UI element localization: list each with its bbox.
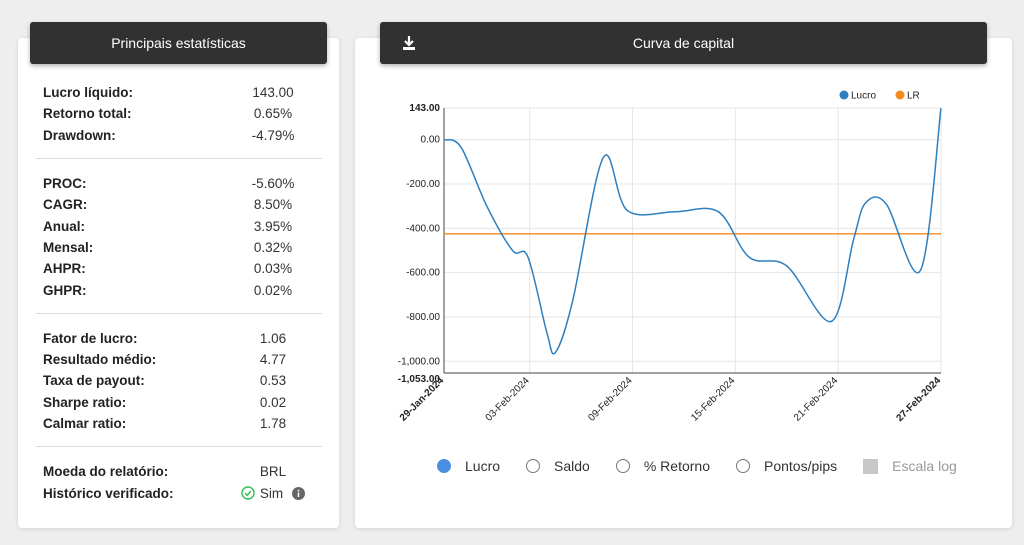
stat-value: 3.95%: [253, 218, 293, 234]
stat-row: Retorno total: 0.65%: [36, 103, 322, 124]
verified-text: Sim: [259, 485, 284, 501]
stat-value: 4.77: [259, 352, 287, 368]
stat-label: Moeda do relatório:: [43, 464, 169, 480]
radio-lucro[interactable]: Lucro: [437, 458, 500, 474]
y-tick-label: 143.00: [409, 103, 440, 114]
stat-value: 8.50%: [253, 197, 293, 213]
radio-button[interactable]: [615, 459, 630, 473]
stat-label: Fator de lucro:: [43, 330, 138, 346]
stat-label: Calmar ratio:: [43, 416, 127, 431]
download-icon[interactable]: [402, 35, 416, 51]
radio-label: Pontos/pips: [764, 458, 838, 474]
stat-label: Retorno total:: [43, 106, 132, 122]
stat-row: Drawdown: -4.79%: [36, 125, 322, 146]
y-tick-label: -1,000.00: [398, 356, 441, 367]
legend-lr-label: LR: [907, 91, 920, 102]
chart-header: Curva de capital: [380, 22, 987, 64]
chart-title: Curva de capital: [632, 35, 735, 51]
x-tick-label: 21-Feb-2024: [792, 375, 841, 424]
stats-group-ratios: Fator de lucro: 1.06 Resultado médio: 4.77…: [36, 328, 322, 448]
stat-label: CAGR:: [43, 197, 88, 213]
stat-label: Histórico verificado:: [43, 485, 174, 501]
stat-label: Mensal:: [43, 239, 94, 255]
stat-label: Taxa de payout:: [43, 373, 145, 389]
radio-label: % Retorno: [643, 458, 710, 474]
y-tick-label: -600.00: [406, 268, 440, 279]
stat-row: Taxa de payout: 0.53: [36, 370, 322, 391]
radio-retorno[interactable]: % Retorno: [615, 458, 710, 474]
radio-pontos[interactable]: Pontos/pips: [736, 458, 837, 474]
stat-label: Anual:: [43, 218, 85, 234]
log-scale-toggle[interactable]: Escala log: [863, 458, 957, 474]
stat-row: Anual: 3.95%: [36, 215, 322, 236]
stat-row: Mensal: 0.32%: [36, 237, 322, 258]
checkbox-label: Escala log: [892, 458, 957, 474]
currency-value: BRL: [259, 464, 287, 480]
y-tick-label: -200.00: [406, 179, 440, 190]
series-selectors: Lucro Saldo % Retorno Pontos/pips Escala…: [437, 458, 983, 474]
stats-group-growth: PROC: -5.60% CAGR: 8.50% Anual: 3.95% Mensa…: [36, 173, 322, 314]
radio-button[interactable]: [526, 459, 541, 473]
legend-lr-marker: [895, 90, 905, 100]
stat-value: 0.02: [259, 394, 287, 410]
stats-group-account: Moeda do relatório: BRL Histórico verific…: [36, 461, 322, 516]
stat-value: 143.00: [252, 85, 294, 101]
stat-value: -5.60%: [251, 176, 295, 192]
x-tick-label: 27-Feb-2024: [894, 375, 943, 424]
stat-label: GHPR:: [43, 282, 87, 298]
stat-label: PROC:: [43, 176, 87, 192]
y-tick-label: -1,053.00: [398, 374, 441, 385]
stat-row: Lucro líquido: 143.00: [36, 82, 322, 103]
stat-row: Histórico verificado: Sim: [36, 482, 322, 503]
equity-curve-chart: 143.00 0.00 -200.00 -400.00 -600.00 -800.00 -1…: [398, 90, 943, 424]
y-tick-label: -800.00: [406, 312, 440, 323]
stat-row: Moeda do relatório: BRL: [36, 461, 322, 482]
stat-row: GHPR: 0.02%: [36, 279, 322, 300]
chart-card: [355, 38, 1012, 528]
stats-list: Lucro líquido: 143.00 Retorno total: 0.65%…: [36, 82, 322, 530]
radio-label: Saldo: [554, 458, 590, 474]
x-tick-label: 15-Feb-2024: [689, 375, 738, 424]
stat-value: 1.78: [259, 416, 287, 431]
stat-value: 0.53: [259, 373, 287, 389]
info-icon[interactable]: [292, 486, 306, 500]
stat-label: Lucro líquido:: [43, 85, 133, 101]
radio-label: Lucro: [465, 458, 501, 474]
stat-row: PROC: -5.60%: [36, 173, 322, 194]
stat-row: Resultado médio: 4.77: [36, 349, 322, 370]
stat-value: -4.79%: [251, 127, 295, 143]
stat-label: Sharpe ratio:: [43, 394, 127, 410]
y-tick-label: -400.00: [406, 223, 440, 234]
stat-row: AHPR: 0.03%: [36, 258, 322, 279]
lucro-series-line: [443, 107, 942, 355]
stat-value: 1.06: [259, 330, 287, 346]
x-tick-label: 03-Feb-2024: [484, 375, 533, 424]
x-tick-label: 09-Feb-2024: [586, 375, 635, 424]
y-tick-label: 0.00: [421, 135, 441, 146]
stats-group-returns: Lucro líquido: 143.00 Retorno total: 0.65%…: [36, 82, 322, 159]
verified-value: Sim: [206, 486, 322, 501]
checkbox[interactable]: [863, 458, 879, 474]
stat-row: Fator de lucro: 1.06: [36, 328, 322, 349]
stat-row: Sharpe ratio: 0.02: [36, 392, 322, 413]
check-circle-icon: [241, 486, 255, 500]
stat-value: 0.02%: [253, 282, 293, 298]
radio-button[interactable]: [437, 459, 451, 473]
stats-header: Principais estatísticas: [30, 22, 327, 64]
stat-value: 0.65%: [253, 106, 293, 122]
stat-label: Drawdown:: [43, 127, 116, 143]
legend-lucro-label: Lucro: [851, 91, 876, 102]
stat-value: 0.32%: [253, 239, 293, 255]
radio-button[interactable]: [736, 459, 750, 473]
stat-row: Calmar ratio: 1.78: [36, 413, 322, 434]
legend-lucro-marker: [839, 90, 849, 100]
stat-label: AHPR:: [43, 261, 86, 277]
radio-saldo[interactable]: Saldo: [526, 458, 590, 474]
stat-value: 0.03%: [253, 261, 293, 277]
stat-row: CAGR: 8.50%: [36, 194, 322, 215]
stat-label: Resultado médio:: [43, 352, 157, 368]
